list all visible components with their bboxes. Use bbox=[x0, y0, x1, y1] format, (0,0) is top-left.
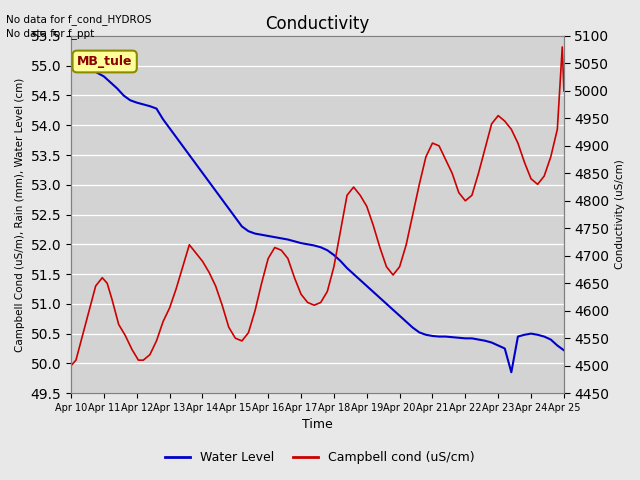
Water Level bbox=[113, 85, 121, 91]
Campbell cond (uS/cm) bbox=[146, 352, 154, 358]
Campbell cond (uS/cm) bbox=[559, 44, 566, 50]
Water Level bbox=[383, 301, 390, 307]
Water Level bbox=[238, 224, 246, 229]
Line: Campbell cond (uS/cm): Campbell cond (uS/cm) bbox=[71, 47, 564, 366]
Water Level bbox=[323, 247, 331, 253]
Campbell cond (uS/cm) bbox=[560, 88, 568, 94]
Line: Water Level: Water Level bbox=[71, 59, 564, 372]
Water Level bbox=[560, 348, 568, 353]
Campbell cond (uS/cm) bbox=[278, 247, 285, 253]
Y-axis label: Campbell Cond (uS/m), Rain (mm), Water Level (cm): Campbell Cond (uS/m), Rain (mm), Water L… bbox=[15, 77, 25, 352]
Water Level bbox=[461, 336, 469, 341]
Campbell cond (uS/cm) bbox=[67, 363, 75, 369]
Campbell cond (uS/cm) bbox=[422, 154, 429, 160]
Water Level bbox=[396, 313, 403, 319]
X-axis label: Time: Time bbox=[302, 419, 333, 432]
Campbell cond (uS/cm) bbox=[317, 300, 324, 305]
Text: No data for f_cond_HYDROS
No data for f_ppt: No data for f_cond_HYDROS No data for f_… bbox=[6, 14, 152, 39]
Text: MB_tule: MB_tule bbox=[77, 55, 132, 68]
Water Level bbox=[508, 370, 515, 375]
Title: Conductivity: Conductivity bbox=[266, 15, 369, 33]
Campbell cond (uS/cm) bbox=[99, 275, 106, 281]
Legend: Water Level, Campbell cond (uS/cm): Water Level, Campbell cond (uS/cm) bbox=[160, 446, 480, 469]
Water Level bbox=[67, 56, 75, 61]
Y-axis label: Conductivity (uS/cm): Conductivity (uS/cm) bbox=[615, 160, 625, 269]
Campbell cond (uS/cm) bbox=[225, 324, 232, 330]
